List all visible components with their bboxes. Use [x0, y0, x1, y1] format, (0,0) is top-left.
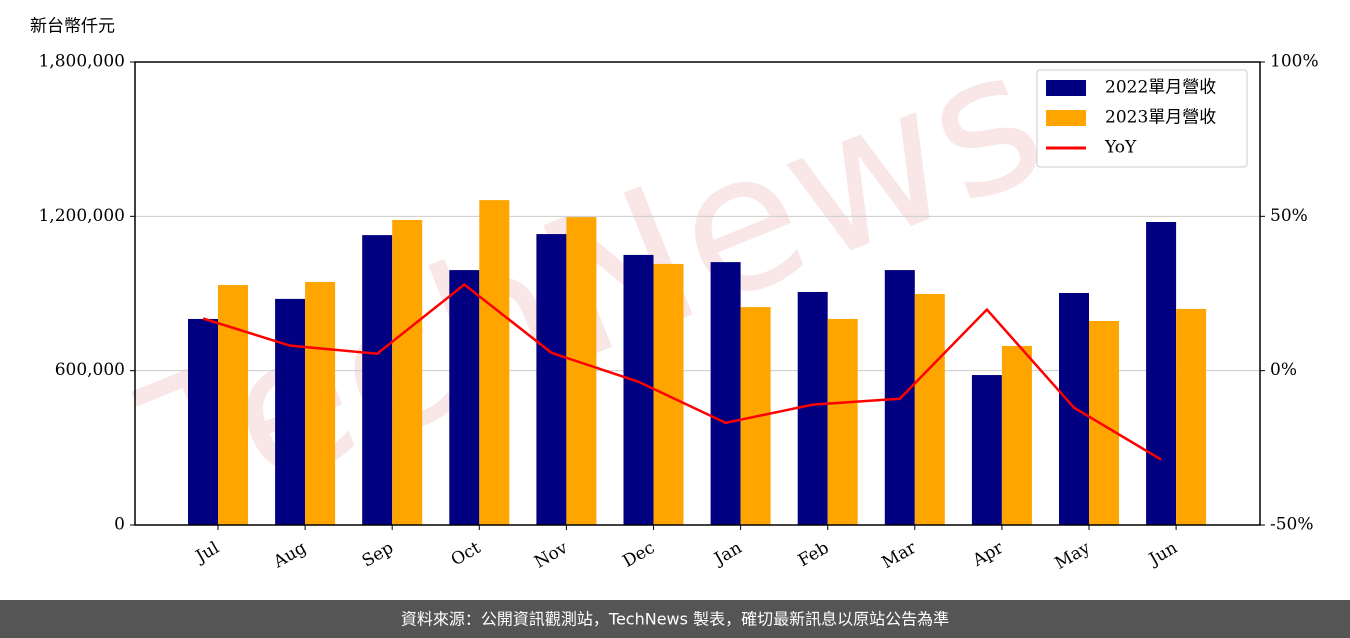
x-tick-label: Aug	[269, 538, 310, 573]
bar	[218, 285, 248, 525]
x-tick-label: Feb	[795, 538, 833, 571]
bar	[653, 263, 684, 525]
bar	[536, 234, 567, 525]
legend-label: YoY	[1104, 138, 1137, 158]
bar	[566, 217, 597, 526]
legend-swatch	[1046, 80, 1086, 96]
y-tick-label: 600,000	[55, 360, 125, 380]
bar	[971, 375, 1002, 525]
y-tick-label: 1,200,000	[38, 206, 125, 226]
y2-tick-label: 100%	[1270, 52, 1319, 72]
bar	[305, 281, 336, 525]
bar	[710, 262, 741, 525]
y-tick-label: 1,800,000	[38, 52, 125, 72]
line	[202, 282, 1162, 461]
bar	[623, 254, 654, 525]
bar	[188, 318, 218, 525]
bar	[1089, 321, 1119, 525]
bar	[1146, 221, 1177, 525]
bar	[914, 294, 945, 525]
legend-label: 2023單月營收	[1105, 108, 1216, 128]
bar	[797, 291, 828, 525]
legend-swatch	[1046, 110, 1086, 126]
bar	[479, 200, 510, 525]
legend-label: 2022單月營收	[1105, 78, 1216, 98]
bar	[392, 219, 423, 525]
x-tick-label: Mar	[879, 537, 921, 573]
bar	[362, 235, 393, 526]
y2-tick-label: -50%	[1270, 515, 1314, 535]
x-tick-label: Nov	[531, 538, 571, 573]
x-tick-label: Jan	[709, 538, 745, 570]
y-axis-label: 新台幣仟元	[30, 17, 115, 37]
bar	[1001, 345, 1032, 525]
bar	[1176, 308, 1207, 525]
plot-frame	[134, 61, 1261, 526]
bar	[449, 270, 480, 525]
y-tick-label: 0	[114, 515, 125, 535]
y2-tick-label: 50%	[1270, 206, 1308, 226]
x-tick-label: Sep	[359, 538, 397, 572]
bar	[827, 318, 858, 525]
x-tick-label: Dec	[619, 538, 658, 572]
y2-tick-label: 0%	[1270, 360, 1297, 380]
legend-box	[1036, 69, 1248, 168]
footer-bar	[0, 600, 1350, 638]
x-tick-label: May	[1052, 538, 1095, 574]
bar	[275, 298, 306, 525]
source-note: 資料來源：公開資訊觀測站，TechNews 製表，確切最新訊息以原站公告為準	[401, 610, 949, 629]
x-tick-label: Jun	[1144, 538, 1181, 571]
x-tick-label: Apr	[969, 537, 1008, 571]
x-tick-label: Oct	[448, 538, 484, 571]
